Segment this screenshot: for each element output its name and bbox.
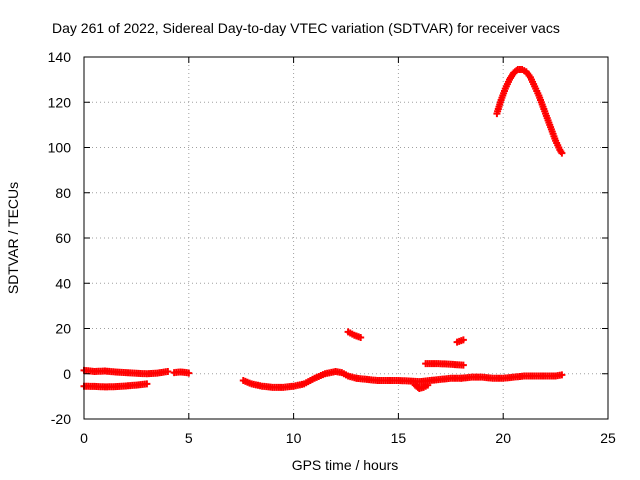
data-point <box>558 371 566 379</box>
x-tick-label: 10 <box>286 430 302 446</box>
y-tick-label: 20 <box>55 321 71 337</box>
series-lower-early <box>80 380 151 391</box>
chart-ticks: 0 5 10 15 20 25 -20 0 20 40 60 80 100 120 140 <box>48 49 616 446</box>
data-point <box>459 361 467 369</box>
series-seg-18 <box>344 328 365 342</box>
series-late-day <box>457 371 566 382</box>
y-tick-label: 80 <box>55 185 71 201</box>
series-seg-4 <box>422 360 467 369</box>
x-tick-label: 25 <box>600 430 616 446</box>
chart-title: Day 261 of 2022, Sidereal Day-to-day VTE… <box>52 20 560 36</box>
y-tick-label: -20 <box>51 411 71 427</box>
y-tick-label: 100 <box>48 140 72 156</box>
series-seg-16 <box>453 336 467 346</box>
data-point <box>558 149 566 157</box>
x-tick-label: 20 <box>495 430 511 446</box>
data-point <box>357 334 365 342</box>
x-tick-label: 0 <box>80 430 88 446</box>
series-dip-16 <box>411 381 432 392</box>
y-tick-label: 40 <box>55 275 71 291</box>
data-point <box>424 381 432 389</box>
y-tick-label: 120 <box>48 94 72 110</box>
data-point <box>143 380 151 388</box>
y-tick-label: 0 <box>63 366 71 382</box>
chart-grid <box>84 57 608 419</box>
series-high-arc <box>493 65 566 157</box>
x-tick-label: 15 <box>391 430 407 446</box>
y-tick-label: 60 <box>55 230 71 246</box>
data-point <box>185 369 193 377</box>
x-tick-label: 5 <box>185 430 193 446</box>
data-point <box>164 367 172 375</box>
chart-points <box>80 65 566 392</box>
series-main-arc <box>239 367 360 391</box>
series-upper-early <box>80 366 172 378</box>
series-near-5 <box>170 368 193 377</box>
data-point <box>459 336 467 344</box>
y-tick-label: 140 <box>48 49 72 65</box>
series-mid-day <box>352 374 465 386</box>
y-axis-title: SDTVAR / TECUs <box>5 182 21 294</box>
plot-frame <box>83 56 609 420</box>
x-axis-title: GPS time / hours <box>292 457 399 473</box>
